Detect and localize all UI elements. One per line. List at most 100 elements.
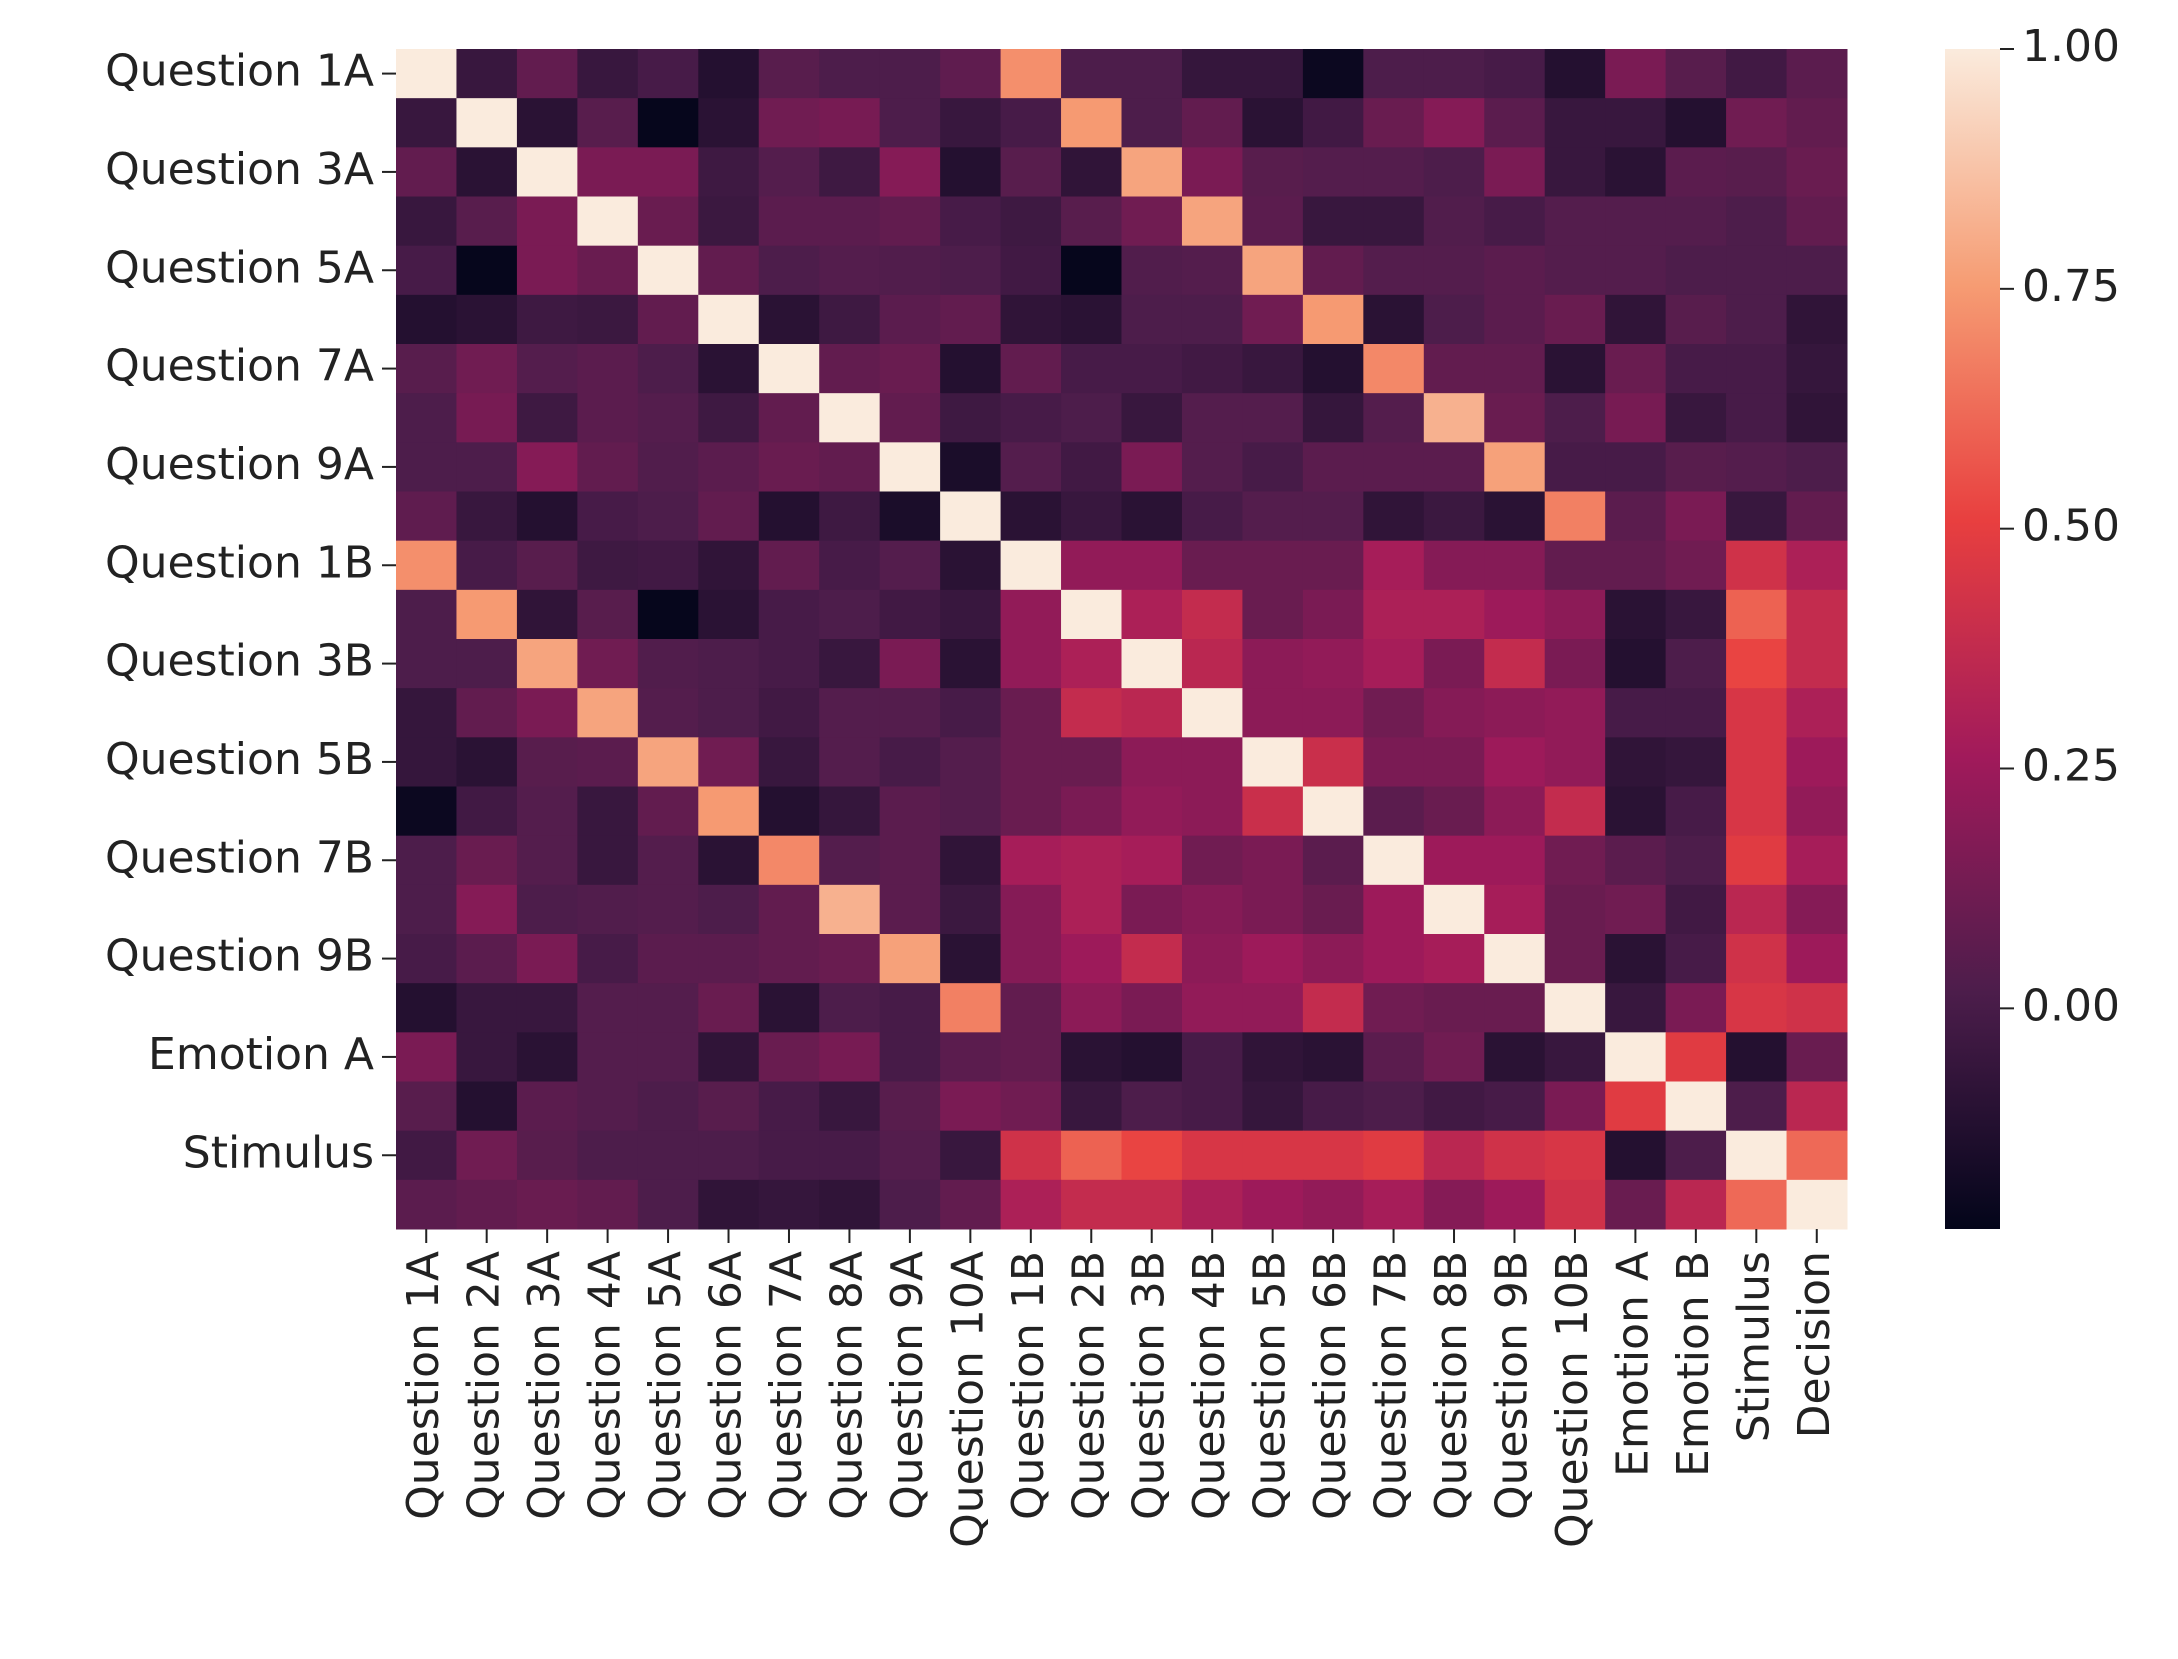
- heatmap-cell: [396, 442, 457, 492]
- heatmap-cell: [1726, 786, 1788, 837]
- heatmap-cell: [1302, 98, 1364, 148]
- heatmap-cell: [1665, 491, 1727, 542]
- heatmap-cell: [1484, 835, 1546, 886]
- x-tick-label: Emotion B: [1668, 1251, 1719, 1477]
- heatmap-cell: [1302, 1081, 1364, 1132]
- heatmap-cell: [819, 442, 881, 492]
- heatmap-cell: [1605, 1179, 1667, 1230]
- heatmap-cell: [1000, 294, 1062, 345]
- heatmap-cell: [1544, 1179, 1606, 1230]
- heatmap-cell: [396, 147, 457, 197]
- heatmap-cell: [1423, 589, 1485, 640]
- heatmap-cell: [516, 1179, 578, 1230]
- heatmap-cell: [879, 884, 941, 935]
- heatmap-cell: [940, 1081, 1002, 1132]
- heatmap-cell: [1665, 589, 1727, 640]
- heatmap-cell: [456, 1081, 518, 1132]
- heatmap-cell: [577, 983, 639, 1033]
- heatmap-cell: [1000, 1130, 1062, 1181]
- heatmap-cell: [879, 589, 941, 640]
- heatmap-cell: [456, 491, 518, 542]
- heatmap-cell: [456, 983, 518, 1033]
- heatmap-cell: [698, 393, 760, 443]
- heatmap-cell: [1242, 540, 1304, 591]
- heatmap-cell: [1121, 1130, 1183, 1181]
- heatmap-cell: [1484, 245, 1546, 296]
- heatmap-cell: [577, 688, 639, 738]
- heatmap-cell: [637, 98, 699, 148]
- heatmap-cell: [396, 491, 457, 542]
- heatmap-cell: [456, 934, 518, 984]
- heatmap-cell: [637, 1081, 699, 1132]
- heatmap-cell: [1121, 983, 1183, 1033]
- heatmap-cell: [819, 49, 881, 99]
- heatmap-cell: [1121, 98, 1183, 148]
- heatmap-cell: [1000, 737, 1062, 787]
- heatmap-cell: [1181, 344, 1243, 394]
- heatmap-cell: [698, 983, 760, 1033]
- heatmap-cell: [1605, 442, 1667, 492]
- heatmap-cell: [637, 983, 699, 1033]
- heatmap-cell: [879, 1081, 941, 1132]
- heatmap-cell: [516, 393, 578, 443]
- heatmap-cell: [1786, 245, 1848, 296]
- heatmap-cell: [1423, 393, 1485, 443]
- heatmap-cell: [1121, 884, 1183, 935]
- heatmap-cell: [1786, 835, 1848, 886]
- x-tick-label: Question 5A: [640, 1251, 691, 1520]
- heatmap-cell: [1363, 540, 1425, 591]
- heatmap-cell: [1786, 589, 1848, 640]
- heatmap-cell: [1786, 442, 1848, 492]
- heatmap-cell: [1061, 294, 1122, 345]
- heatmap-cell: [396, 294, 457, 345]
- heatmap-cell: [698, 442, 760, 492]
- heatmap-cell: [1121, 49, 1183, 99]
- heatmap-cell: [1786, 934, 1848, 984]
- heatmap-cell: [1121, 737, 1183, 787]
- heatmap-cell: [758, 147, 820, 197]
- heatmap-cell: [1544, 393, 1606, 443]
- x-tick-label: Question 7B: [1366, 1251, 1417, 1520]
- heatmap-cell: [819, 393, 881, 443]
- heatmap-cell: [396, 1081, 457, 1132]
- heatmap-cell: [1423, 1130, 1485, 1181]
- heatmap-cell: [1363, 589, 1425, 640]
- heatmap-cell: [1181, 442, 1243, 492]
- heatmap-cell: [1484, 639, 1546, 689]
- heatmap-cell: [577, 294, 639, 345]
- heatmap-cell: [1484, 49, 1546, 99]
- heatmap-cell: [1363, 98, 1425, 148]
- y-tick-label: Question 7B: [105, 832, 374, 883]
- heatmap-cell: [1061, 147, 1122, 197]
- heatmap-cell: [637, 1032, 699, 1082]
- heatmap-cell: [940, 540, 1002, 591]
- heatmap-cell: [940, 737, 1002, 787]
- heatmap-cell: [1363, 835, 1425, 886]
- heatmap-cell: [456, 245, 518, 296]
- heatmap-cell: [1061, 491, 1122, 542]
- heatmap-cell: [1181, 491, 1243, 542]
- heatmap-cell: [1061, 934, 1122, 984]
- y-tick-label: Question 5B: [105, 734, 374, 785]
- heatmap-cell: [637, 393, 699, 443]
- heatmap-cell: [819, 835, 881, 886]
- heatmap-cell: [1544, 884, 1606, 935]
- heatmap-cell: [396, 344, 457, 394]
- heatmap-cell: [1000, 540, 1062, 591]
- heatmap-cell: [819, 540, 881, 591]
- heatmap-cell: [1544, 344, 1606, 394]
- heatmap-cell: [396, 934, 457, 984]
- heatmap-cell: [1544, 786, 1606, 837]
- heatmap-cell: [396, 835, 457, 886]
- heatmap-cell: [1302, 540, 1364, 591]
- heatmap-cell: [1484, 196, 1546, 247]
- heatmap-cell: [1181, 639, 1243, 689]
- heatmap-cell: [1484, 393, 1546, 443]
- heatmap-cell: [819, 786, 881, 837]
- heatmap-cell: [456, 1032, 518, 1082]
- heatmap-cell: [1423, 1081, 1485, 1132]
- heatmap-cell: [698, 589, 760, 640]
- heatmap-cell: [1726, 1179, 1788, 1230]
- heatmap-cell: [758, 884, 820, 935]
